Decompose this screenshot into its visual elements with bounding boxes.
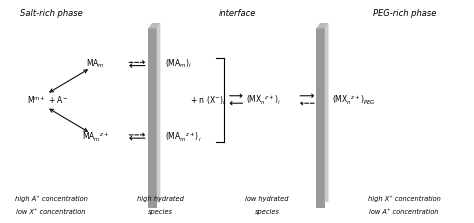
- Text: high hydrated: high hydrated: [137, 196, 184, 202]
- Text: + n (X$^{-}$)$_i$: + n (X$^{-}$)$_i$: [190, 94, 225, 107]
- Text: MA$_m$$^{z+}$: MA$_m$$^{z+}$: [82, 131, 109, 144]
- Text: low A⁺ concentration: low A⁺ concentration: [369, 209, 439, 215]
- Polygon shape: [148, 23, 160, 29]
- Text: PEG-rich phase: PEG-rich phase: [373, 9, 436, 18]
- Text: (MA$_m$)$_i$: (MA$_m$)$_i$: [165, 57, 192, 70]
- Text: high A⁺ concentration: high A⁺ concentration: [15, 196, 88, 202]
- Text: species: species: [148, 209, 173, 215]
- Text: high X⁺ concentration: high X⁺ concentration: [368, 196, 441, 202]
- Polygon shape: [317, 23, 328, 29]
- Text: MA$_m$: MA$_m$: [86, 57, 105, 70]
- Text: (MX$_n$$^{z+}$)$_{PEG}$: (MX$_n$$^{z+}$)$_{PEG}$: [332, 94, 376, 107]
- Polygon shape: [325, 23, 328, 202]
- Polygon shape: [156, 23, 160, 202]
- Text: interface: interface: [219, 9, 255, 18]
- Text: Salt-rich phase: Salt-rich phase: [20, 9, 82, 18]
- Text: M$^{m+}$ + A$^{-}$: M$^{m+}$ + A$^{-}$: [27, 95, 68, 106]
- Text: species: species: [255, 209, 280, 215]
- Bar: [317, 29, 325, 208]
- Text: low hydrated: low hydrated: [246, 196, 289, 202]
- Text: (MA$_m$$^{z+}$)$_i$: (MA$_m$$^{z+}$)$_i$: [165, 131, 201, 144]
- Text: low X⁺ concentration: low X⁺ concentration: [17, 209, 86, 215]
- Text: (MX$_n$$^{z+}$)$_i$: (MX$_n$$^{z+}$)$_i$: [246, 94, 281, 107]
- Bar: [148, 29, 156, 208]
